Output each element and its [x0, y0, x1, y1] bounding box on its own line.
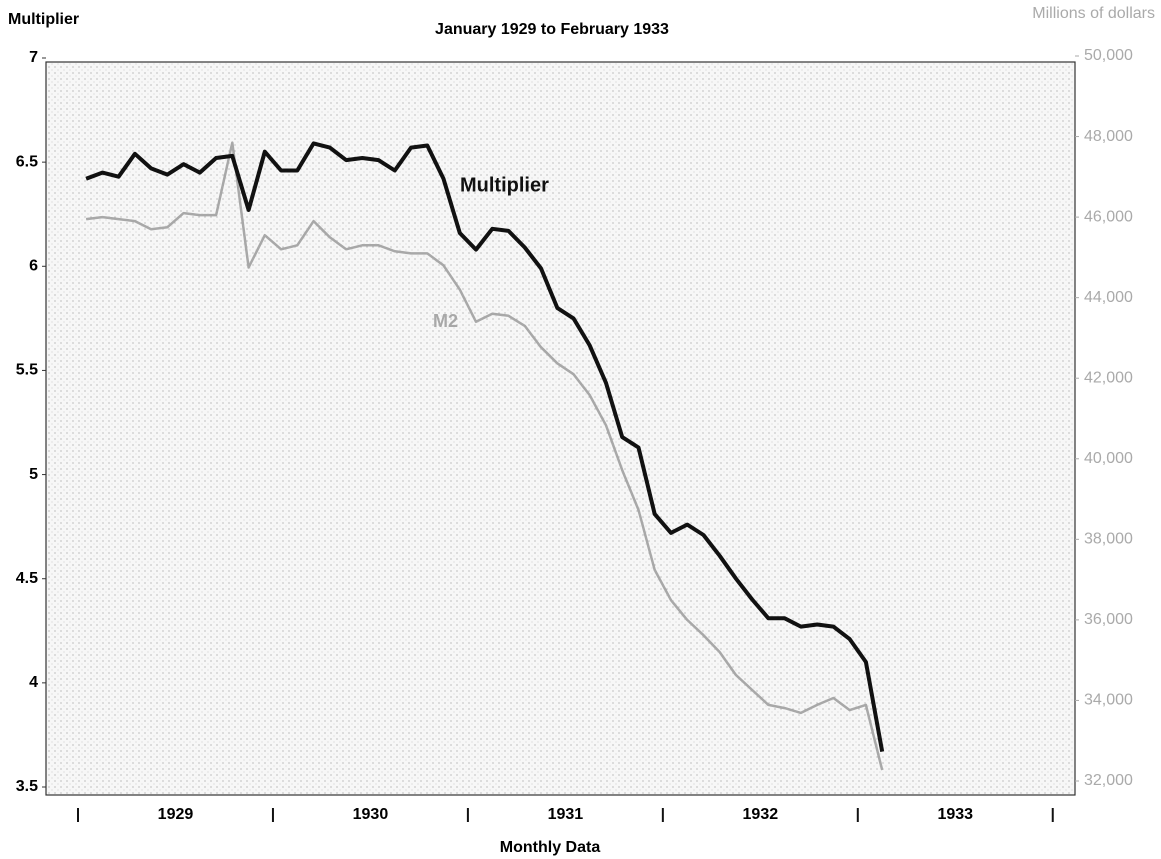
x-axis-title: Monthly Data — [500, 839, 601, 856]
y-tick-label: 6 — [29, 258, 38, 275]
y2-tick-label: 46,000 — [1084, 208, 1133, 225]
y-tick-label: 3.5 — [16, 778, 38, 795]
y2-tick-label: 48,000 — [1084, 128, 1133, 145]
series-line — [85, 141, 884, 771]
y2-tick-label: 44,000 — [1084, 289, 1133, 306]
y-tick-label: 6.5 — [16, 153, 38, 170]
y-tick-label: 5.5 — [16, 362, 38, 379]
y2-tick-label: 42,000 — [1084, 369, 1133, 386]
y-tick-label: 4 — [29, 674, 38, 691]
x-tick-label: 1933 — [937, 806, 973, 823]
y-tick-label: 5 — [29, 466, 38, 483]
y2-tick-label: 34,000 — [1084, 692, 1133, 709]
chart-title: January 1929 to February 1933 — [435, 21, 669, 38]
x-tick-label: 1932 — [743, 806, 779, 823]
series-label: Multiplier — [460, 174, 549, 196]
series-label: M2 — [433, 311, 458, 331]
y-tick-label: 4.5 — [16, 570, 38, 587]
y2-axis-title: Millions of dollars — [1032, 5, 1155, 22]
y2-tick-label: 50,000 — [1084, 47, 1133, 64]
series-line — [85, 141, 885, 752]
x-tick-label: 1931 — [548, 806, 584, 823]
y2-tick-label: 38,000 — [1084, 531, 1133, 548]
y2-tick-label: 40,000 — [1084, 450, 1133, 467]
y-tick-label: 7 — [29, 49, 38, 66]
y-axis-title: Multiplier — [8, 11, 79, 28]
x-tick-label: 1930 — [353, 806, 389, 823]
y2-tick-label: 36,000 — [1084, 611, 1133, 628]
y2-tick-label: 32,000 — [1084, 772, 1133, 789]
x-tick-label: 1929 — [158, 806, 194, 823]
plot-area — [45, 61, 1076, 796]
